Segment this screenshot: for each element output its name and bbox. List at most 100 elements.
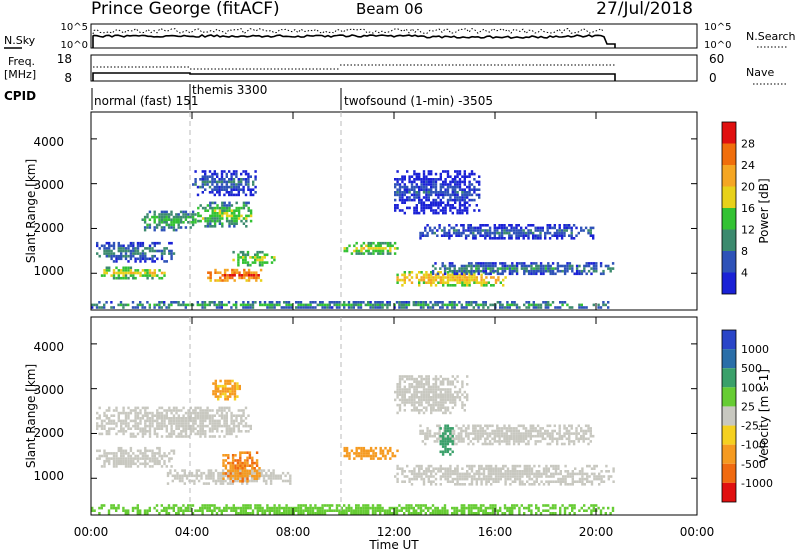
- heatmap-cell: [96, 422, 99, 425]
- heatmap-cell: [309, 509, 312, 512]
- heatmap-cell: [468, 191, 471, 194]
- heatmap-cell: [374, 303, 377, 307]
- heatmap-cell: [231, 482, 234, 485]
- heatmap-cell: [165, 221, 168, 224]
- heatmap-cell: [181, 469, 184, 472]
- heatmap-cell: [134, 414, 137, 417]
- heatmap-cell: [204, 409, 207, 412]
- heatmap-cell: [454, 178, 457, 181]
- heatmap-cell: [492, 276, 495, 279]
- heatmap-cell: [127, 266, 130, 270]
- heatmap-cell: [261, 512, 264, 515]
- heatmap-cell: [255, 461, 259, 465]
- heatmap-cell: [401, 467, 404, 470]
- heatmap-cell: [475, 477, 478, 481]
- heatmap-cell: [194, 213, 197, 216]
- heatmap-cell: [228, 274, 232, 277]
- heatmap-cell: [194, 409, 197, 412]
- heatmap-cell: [283, 512, 286, 515]
- heatmap-cell: [242, 188, 245, 191]
- heatmap-cell: [178, 474, 182, 478]
- heatmap-cell: [441, 450, 445, 454]
- heatmap-cell: [396, 170, 399, 173]
- heatmap-cell: [246, 477, 249, 480]
- heatmap-cell: [381, 449, 385, 453]
- heatmap-cell: [394, 398, 397, 402]
- heatmap-cell: [204, 209, 207, 212]
- heatmap-cell: [419, 301, 423, 304]
- heatmap-cell: [206, 222, 210, 225]
- heatmap-cell: [189, 215, 192, 219]
- heatmap-cell: [472, 427, 475, 430]
- heatmap-cell: [216, 271, 220, 274]
- heatmap-cell: [225, 214, 229, 218]
- heatmap-cell: [167, 504, 171, 507]
- heatmap-cell: [467, 301, 471, 304]
- heatmap-cell: [587, 437, 590, 441]
- heatmap-cell: [230, 430, 233, 433]
- heatmap-cell: [247, 512, 250, 515]
- heatmap-cell: [482, 306, 485, 309]
- heatmap-cell: [216, 175, 219, 178]
- heatmap-cell: [422, 170, 426, 173]
- heatmap-cell: [487, 464, 490, 468]
- heatmap-cell: [230, 193, 233, 197]
- heatmap-cell: [562, 480, 565, 483]
- heatmap-cell: [391, 452, 394, 455]
- heatmap-cell: [452, 229, 456, 232]
- heatmap-cell: [275, 509, 279, 512]
- heatmap-cell: [129, 449, 133, 453]
- heatmap-cell: [170, 422, 173, 425]
- heatmap-cell: [96, 457, 99, 460]
- heatmap-cell: [148, 223, 152, 227]
- heatmap-cell: [496, 429, 499, 433]
- heatmap-cell: [223, 417, 226, 420]
- nave-series: [93, 64, 615, 70]
- heatmap-cell: [518, 475, 522, 478]
- velocity-cells: [91, 375, 615, 515]
- heatmap-cell: [470, 475, 474, 478]
- heatmap-cell: [204, 411, 207, 415]
- heatmap-cell: [410, 403, 414, 407]
- heatmap-cell: [470, 262, 473, 265]
- heatmap-cell: [211, 217, 214, 220]
- heatmap-cell: [199, 419, 202, 423]
- heatmap-cell: [103, 459, 106, 463]
- heatmap-cell: [206, 417, 209, 420]
- heatmap-cell: [536, 432, 540, 435]
- heatmap-cell: [480, 477, 483, 481]
- heatmap-cell: [511, 269, 514, 273]
- heatmap-cell: [309, 306, 312, 309]
- heatmap-cell: [381, 509, 384, 512]
- heatmap-cell: [561, 301, 564, 304]
- heatmap-cell: [449, 480, 452, 483]
- heatmap-cell: [534, 442, 537, 446]
- heatmap-cell: [456, 483, 459, 486]
- heatmap-cell: [213, 209, 217, 212]
- heatmap-cell: [216, 430, 219, 433]
- heatmap-cell: [415, 193, 418, 197]
- heatmap-cell: [148, 271, 152, 275]
- heatmap-cell: [266, 506, 269, 510]
- heatmap-cell: [170, 457, 173, 460]
- heatmap-cell: [201, 430, 204, 433]
- heatmap-cell: [451, 398, 454, 402]
- heatmap-cell: [364, 512, 367, 515]
- heatmap-cell: [242, 512, 245, 515]
- heatmap-cell: [503, 262, 507, 265]
- heatmap-cell: [213, 435, 216, 438]
- heatmap-cell: [590, 512, 593, 515]
- heatmap-cell: [124, 257, 128, 261]
- heatmap-cell: [184, 424, 188, 428]
- heatmap-cell: [458, 509, 461, 512]
- heatmap-cell: [470, 464, 474, 468]
- heatmap-cell: [450, 429, 453, 433]
- heatmap-cell: [527, 264, 531, 268]
- heatmap-cell: [304, 509, 307, 512]
- heatmap-cell: [117, 504, 120, 507]
- heatmap-cell: [364, 506, 367, 510]
- heatmap-cell: [156, 249, 159, 253]
- heatmap-cell: [239, 512, 243, 515]
- heatmap-cell: [253, 477, 256, 480]
- heatmap-cell: [427, 188, 430, 191]
